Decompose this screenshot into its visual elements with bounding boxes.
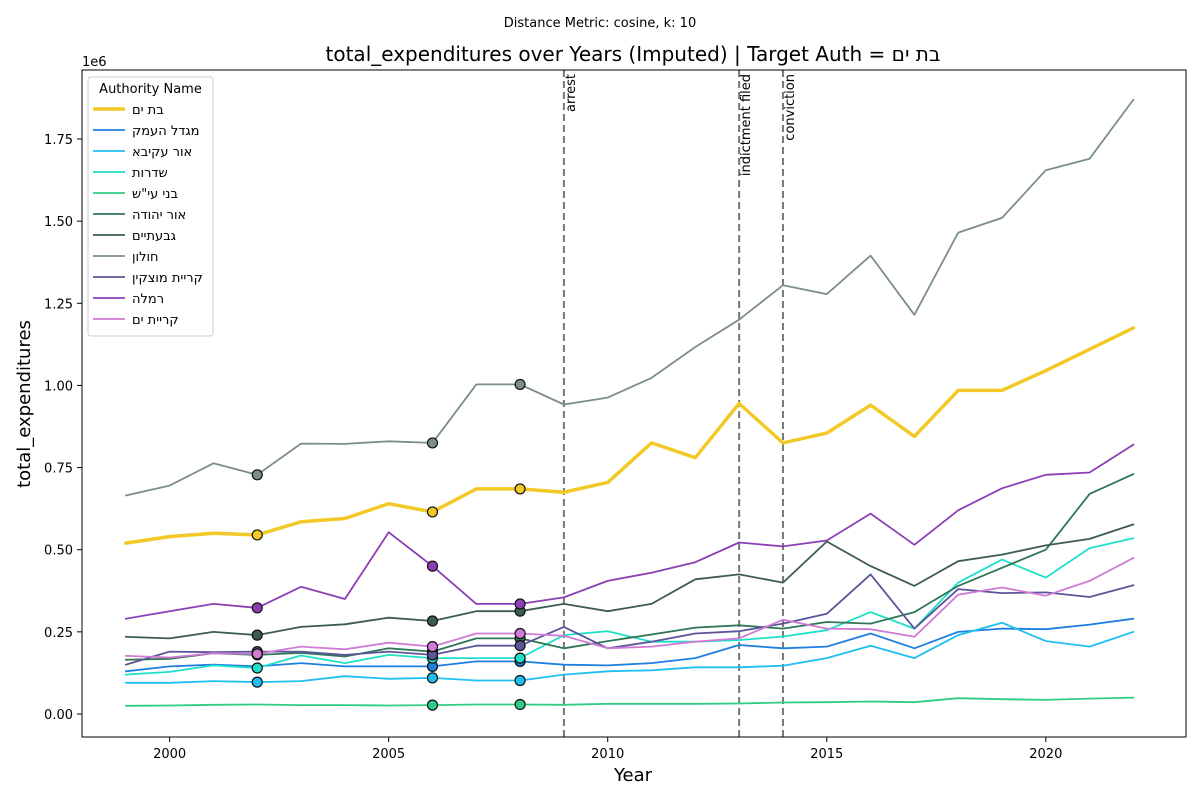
y-tick-label: 0.25 xyxy=(44,626,73,641)
imputed-point xyxy=(251,648,263,660)
x-tick-label: 2010 xyxy=(591,747,624,762)
y-tick-label: 1.00 xyxy=(44,379,73,394)
imputed-point xyxy=(426,437,439,449)
imputed-point xyxy=(426,615,439,627)
series-line xyxy=(124,98,1135,497)
imputed-point xyxy=(514,483,526,495)
legend-box xyxy=(87,76,214,337)
y-tick-label: 0.00 xyxy=(44,708,73,723)
plot-frame xyxy=(81,69,1187,738)
plot-area: arrest indictment filed conviction xyxy=(81,69,1187,738)
legend-label: אור עקיבא xyxy=(132,145,192,160)
series-line xyxy=(124,617,1135,673)
legend-title: Authority Name xyxy=(99,82,202,97)
y-tick-label: 1.75 xyxy=(44,133,73,148)
imputed-point xyxy=(426,506,439,518)
x-tick-label: 2005 xyxy=(372,747,405,762)
imputed-point xyxy=(514,378,526,391)
x-tick-label: 2020 xyxy=(1029,747,1062,762)
legend-label: שדרות xyxy=(132,166,168,181)
legend-label: מגדל העמק xyxy=(132,124,200,139)
series-line xyxy=(124,573,1135,666)
imputed-point xyxy=(251,529,263,541)
imputed-point xyxy=(426,560,439,572)
imputed-point xyxy=(514,698,526,711)
imputed-point xyxy=(514,640,526,652)
y-axis-title: total_expenditures xyxy=(14,320,35,488)
x-tick-label: 2000 xyxy=(153,747,186,762)
series-line xyxy=(124,326,1136,545)
imputed-point xyxy=(251,469,263,481)
event-label: conviction xyxy=(783,74,798,141)
event-label: arrest xyxy=(564,74,579,112)
chart-title: total_expenditures over Years (Imputed) … xyxy=(326,42,941,66)
x-tick-label: 2015 xyxy=(810,747,843,762)
imputed-point xyxy=(426,699,439,711)
imputed-point xyxy=(426,641,439,653)
imputed-point xyxy=(514,598,526,610)
series-lines xyxy=(124,98,1136,707)
legend: Authority Name בת ים מגדל העמק אור עקיבא שד… xyxy=(87,76,214,337)
legend-label: רמלה xyxy=(132,292,164,307)
imputed-point xyxy=(251,676,263,688)
y-axis: 0.00 0.25 0.50 0.75 1.00 1.25 1.50 1.75 xyxy=(44,133,82,723)
x-axis-title: Year xyxy=(613,765,653,786)
series-line xyxy=(124,523,1135,640)
y-axis-multiplier: 1e6 xyxy=(82,55,107,70)
series-line xyxy=(124,473,1135,661)
series-line xyxy=(124,557,1135,659)
y-tick-label: 1.50 xyxy=(44,215,73,230)
legend-label: חולון xyxy=(132,250,159,265)
legend-label: גבעתיים xyxy=(132,229,176,244)
event-label: indictment filed xyxy=(739,74,754,176)
legend-label: קריית מוצקין xyxy=(132,271,203,286)
series-line xyxy=(124,443,1135,620)
imputed-point xyxy=(514,674,526,687)
imputed-point xyxy=(251,662,263,674)
legend-label: קריית ים xyxy=(132,313,179,328)
imputed-point xyxy=(251,602,263,614)
series-line xyxy=(124,537,1135,676)
chart-suptitle: Distance Metric: cosine, k: 10 xyxy=(504,16,696,31)
legend-items: בת ים מגדל העמק אור עקיבא שדרות בני עי"ש אור … xyxy=(93,103,203,328)
series-line xyxy=(124,696,1135,707)
y-tick-label: 0.75 xyxy=(44,462,73,477)
y-tick-label: 1.25 xyxy=(44,297,73,312)
imputed-point xyxy=(426,672,439,684)
imputed-point xyxy=(514,627,526,640)
imputed-markers xyxy=(251,378,526,711)
series-line xyxy=(124,621,1135,684)
imputed-point xyxy=(251,629,263,641)
y-tick-label: 0.50 xyxy=(44,544,73,559)
legend-label: בני עי"ש xyxy=(132,187,178,202)
legend-label: אור יהודה xyxy=(132,208,186,223)
x-axis: 2000 2005 2010 2015 2020 xyxy=(153,737,1062,762)
legend-label: בת ים xyxy=(132,103,164,118)
imputed-point xyxy=(514,652,526,664)
